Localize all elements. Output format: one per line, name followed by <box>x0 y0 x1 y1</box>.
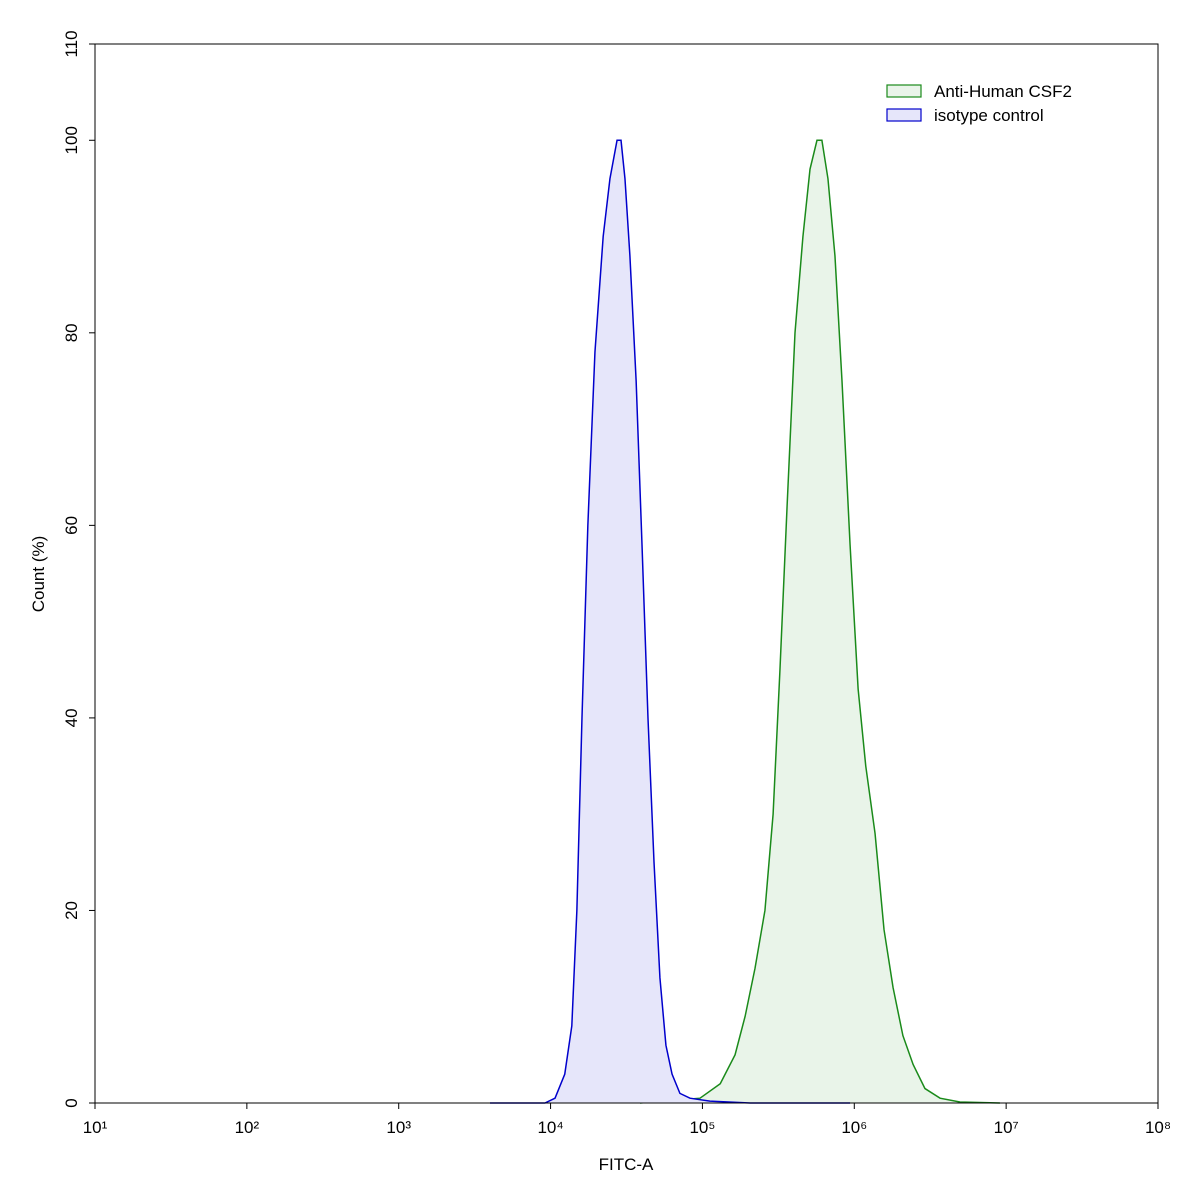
y-tick-label: 80 <box>62 323 81 342</box>
legend-swatch <box>886 84 922 98</box>
legend-label: Anti-Human CSF2 <box>934 82 1072 101</box>
y-tick-label: 20 <box>62 901 81 920</box>
line <box>489 139 851 1104</box>
y-tick-label: 110 <box>62 30 81 57</box>
x-tick-label: 10⁷ <box>994 1118 1019 1137</box>
y-axis-label: Count (%) <box>29 536 48 613</box>
legend-swatch <box>886 108 922 122</box>
y-tick-label: 100 <box>62 126 81 154</box>
plot-frame <box>94 43 1159 1104</box>
area <box>489 140 851 1103</box>
x-tick-label: 10² <box>235 1118 260 1137</box>
y-tick-label: 0 <box>62 1098 81 1107</box>
y-tick-label: 40 <box>62 708 81 727</box>
area <box>639 140 1000 1103</box>
y-tick-label: 60 <box>62 516 81 535</box>
x-tick-label: 10¹ <box>83 1118 108 1137</box>
plot-area <box>489 139 1000 1104</box>
x-tick-label: 10⁵ <box>689 1118 715 1137</box>
x-tick-label: 10⁶ <box>841 1118 867 1137</box>
x-tick-label: 10³ <box>386 1118 411 1137</box>
x-axis-label: FITC-A <box>599 1155 654 1174</box>
legend-label: isotype control <box>934 106 1044 125</box>
line <box>639 139 1000 1104</box>
x-tick-label: 10⁸ <box>1145 1118 1171 1137</box>
x-tick-label: 10⁴ <box>537 1118 563 1137</box>
